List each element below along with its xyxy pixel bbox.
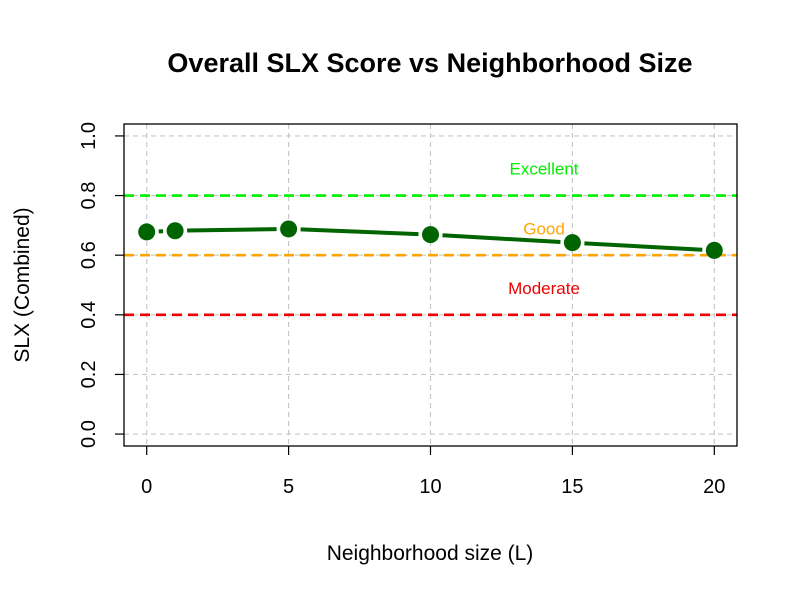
series-segment	[300, 227, 419, 237]
grid	[124, 124, 737, 446]
series-segment	[187, 227, 277, 233]
y-tick-label: 0.2	[78, 361, 100, 389]
x-tick-label: 15	[561, 476, 583, 498]
y-axis: 0.0 0.2 0.4 0.6 0.8 1.0	[78, 122, 124, 448]
data-point	[138, 223, 156, 241]
reference-label-good: Good	[523, 219, 565, 238]
data-point	[705, 241, 723, 259]
x-tick-label: 10	[419, 476, 441, 498]
x-tick-label: 0	[141, 476, 152, 498]
y-tick-label: 0.4	[78, 301, 100, 329]
data-point	[166, 222, 184, 240]
data-point	[280, 220, 298, 238]
x-tick-label: 20	[703, 476, 725, 498]
chart-title: Overall SLX Score vs Neighborhood Size	[167, 48, 692, 78]
reference-label-excellent: Excellent	[510, 160, 579, 179]
y-tick-label: 1.0	[78, 122, 100, 150]
reference-label-moderate: Moderate	[508, 279, 580, 298]
data-series	[138, 220, 723, 259]
y-axis-label: SLX (Combined)	[11, 207, 34, 362]
reference-lines: Excellent Good Moderate	[124, 160, 737, 317]
series-segment	[584, 241, 703, 252]
y-tick-label: 0.6	[78, 241, 100, 269]
series-segment	[442, 233, 561, 244]
x-axis-label: Neighborhood size (L)	[327, 542, 534, 565]
data-point	[422, 226, 439, 244]
x-tick-label: 5	[283, 476, 294, 498]
y-tick-label: 0.0	[78, 420, 100, 448]
y-tick-label: 0.8	[78, 182, 100, 210]
x-axis: 0 5 10 15 20	[141, 446, 725, 498]
data-point	[563, 234, 581, 252]
